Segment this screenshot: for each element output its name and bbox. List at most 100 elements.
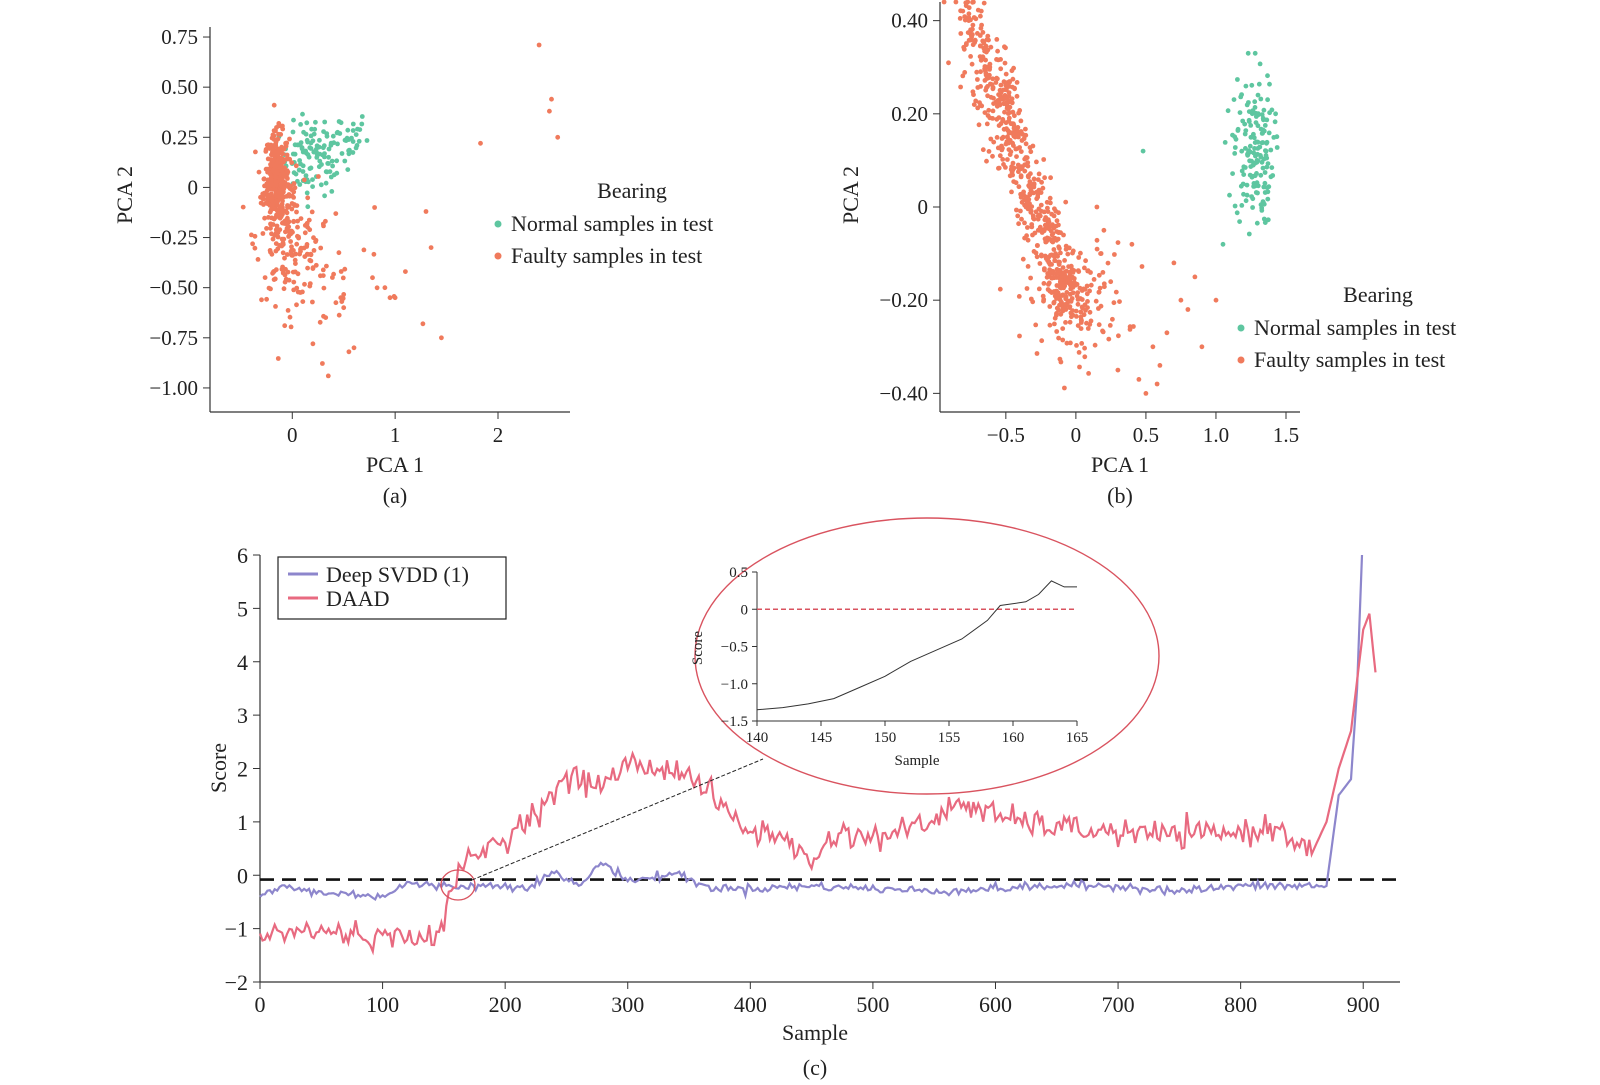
faulty-sample-point [974, 69, 980, 75]
faulty-sample-point [302, 281, 307, 287]
faulty-sample-point [267, 186, 272, 192]
faulty-sample-point [273, 248, 279, 254]
panel-b: 0.40 0.20 0 −0.20 −0.40 −0.5 0 0.5 1.0 1.5 PCA 1… [838, 0, 1456, 508]
faulty-sample-point [1093, 298, 1099, 304]
normal-sample-point [326, 161, 331, 166]
normal-sample-point [1255, 151, 1260, 157]
faulty-sample-point [1016, 169, 1021, 175]
faulty-sample-point [272, 276, 278, 282]
faulty-sample-point [268, 191, 274, 197]
normal-sample-point [1231, 97, 1237, 102]
normal-sample-point [304, 137, 310, 143]
faulty-sample-point [288, 324, 294, 330]
faulty-sample-point [1047, 304, 1053, 309]
faulty-sample-point [984, 158, 989, 164]
faulty-sample-point [1018, 118, 1024, 124]
faulty-sample-point [969, 34, 974, 40]
faulty-sample-point [372, 205, 377, 210]
faulty-sample-point [1073, 308, 1079, 314]
normal-sample-point [1241, 191, 1246, 197]
faulty-sample-point [1014, 93, 1020, 99]
normal-sample-point [1264, 185, 1270, 191]
faulty-sample-point [262, 215, 267, 221]
panel-c-y-tick-label: 4 [237, 650, 248, 675]
faulty-sample-point [333, 300, 339, 306]
faulty-sample-point [976, 122, 982, 128]
normal-sample-point [1239, 92, 1244, 97]
faulty-sample-point [260, 191, 266, 197]
normal-sample-point [1246, 148, 1252, 154]
panel-c-x-tick-label: 500 [856, 992, 889, 1017]
faulty-sample-point [963, 3, 969, 9]
faulty-sample-point [1086, 371, 1091, 376]
normal-sample-point [1239, 168, 1245, 174]
faulty-sample-point [333, 211, 339, 217]
normal-sample-point [1232, 151, 1238, 156]
normal-sample-point [329, 189, 335, 194]
normal-sample-point [1261, 216, 1267, 222]
faulty-sample-point [478, 140, 483, 146]
faulty-sample-point [1035, 177, 1041, 183]
faulty-sample-point [979, 22, 984, 28]
normal-sample-point [291, 170, 297, 176]
normal-sample-point [1254, 220, 1260, 226]
faulty-sample-point [1023, 155, 1029, 160]
faulty-sample-point [1057, 246, 1062, 251]
faulty-sample-point [270, 236, 276, 242]
faulty-sample-point [1054, 329, 1060, 334]
normal-sample-point [305, 179, 311, 185]
faulty-sample-point [273, 182, 279, 188]
panel-b-y-tick-label: −0.40 [879, 381, 928, 405]
faulty-sample-point [973, 98, 979, 104]
faulty-sample-point [274, 223, 280, 229]
faulty-sample-point [1048, 200, 1053, 206]
faulty-sample-point [1078, 250, 1083, 256]
faulty-sample-point [1003, 45, 1008, 51]
faulty-sample-point [1008, 149, 1014, 155]
faulty-sample-point [277, 243, 282, 248]
faulty-sample-point [1014, 154, 1019, 160]
faulty-sample-point [1018, 149, 1024, 155]
inset-y-label: Score [690, 631, 706, 665]
faulty-sample-point [1045, 209, 1051, 215]
faulty-sample-point [1067, 304, 1073, 309]
normal-sample-point [295, 178, 300, 184]
panel-b-x-tick-label: 0 [1071, 423, 1082, 447]
normal-sample-point [1252, 146, 1257, 151]
faulty-sample-point [1091, 277, 1097, 282]
normal-sample-point [322, 119, 328, 125]
faulty-sample-point [294, 285, 300, 291]
faulty-sample-point [980, 147, 986, 153]
faulty-sample-point [1084, 320, 1089, 326]
normal-sample-point [1273, 111, 1278, 117]
faulty-sample-point [990, 153, 995, 159]
faulty-sample-point [260, 231, 266, 236]
faulty-sample-point [1003, 82, 1009, 87]
faulty-sample-point [985, 113, 991, 118]
faulty-sample-point [293, 251, 298, 257]
normal-sample-point [295, 142, 300, 148]
faulty-sample-point [309, 209, 315, 215]
faulty-sample-point [351, 345, 357, 351]
faulty-sample-point [986, 37, 991, 43]
faulty-sample-point [1097, 285, 1103, 291]
faulty-sample-point [1000, 157, 1006, 162]
faulty-sample-point [273, 199, 279, 205]
normal-sample-point [330, 163, 335, 169]
panel-b-y-tick-label: 0 [918, 195, 929, 219]
faulty-sample-point [275, 146, 281, 152]
panel-a-legend-title: Bearing [597, 178, 667, 203]
panel-c-y-ticks: 6 5 4 3 2 1 0 −1 −2 [225, 543, 260, 995]
normal-sample-point [1253, 120, 1259, 125]
panel-a-y-tick-label: 0 [188, 175, 199, 199]
faulty-sample-point [994, 116, 1000, 122]
faulty-sample-point [999, 147, 1005, 153]
faulty-sample-point [273, 179, 279, 184]
panel-c-x-tick-label: 900 [1347, 992, 1380, 1017]
faulty-sample-point [1064, 340, 1070, 346]
normal-sample-point [1235, 77, 1240, 82]
faulty-sample-point [282, 183, 288, 189]
faulty-sample-point [1178, 297, 1184, 303]
normal-sample-point [364, 138, 370, 143]
